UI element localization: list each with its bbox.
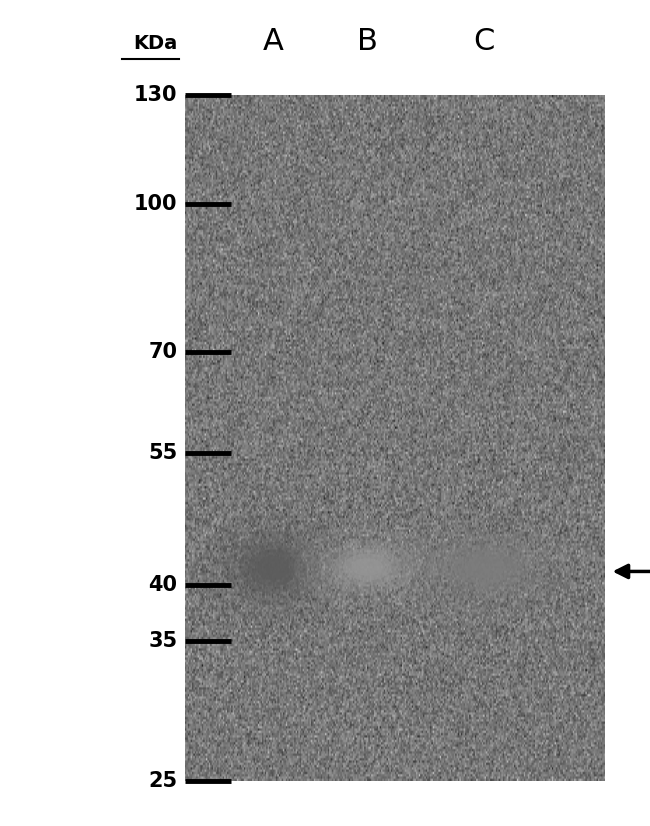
Ellipse shape [343, 553, 391, 581]
Ellipse shape [294, 527, 441, 607]
Ellipse shape [257, 556, 289, 580]
Text: B: B [357, 26, 378, 56]
Ellipse shape [454, 551, 515, 584]
Text: KDa: KDa [133, 34, 177, 54]
Text: 25: 25 [148, 771, 177, 790]
Ellipse shape [391, 518, 577, 617]
Ellipse shape [318, 540, 416, 594]
Text: 130: 130 [134, 85, 177, 105]
Ellipse shape [224, 530, 322, 605]
Text: 55: 55 [148, 443, 177, 463]
Text: 40: 40 [148, 575, 177, 595]
Ellipse shape [200, 512, 346, 624]
Text: 100: 100 [134, 194, 177, 214]
Text: 35: 35 [148, 631, 177, 651]
Ellipse shape [333, 548, 401, 586]
Ellipse shape [248, 549, 298, 586]
Ellipse shape [441, 544, 528, 591]
Text: A: A [263, 26, 283, 56]
Ellipse shape [352, 558, 383, 576]
Ellipse shape [464, 557, 504, 578]
Text: 70: 70 [148, 343, 177, 363]
Text: C: C [474, 26, 495, 56]
Ellipse shape [422, 534, 546, 601]
Ellipse shape [239, 542, 307, 594]
